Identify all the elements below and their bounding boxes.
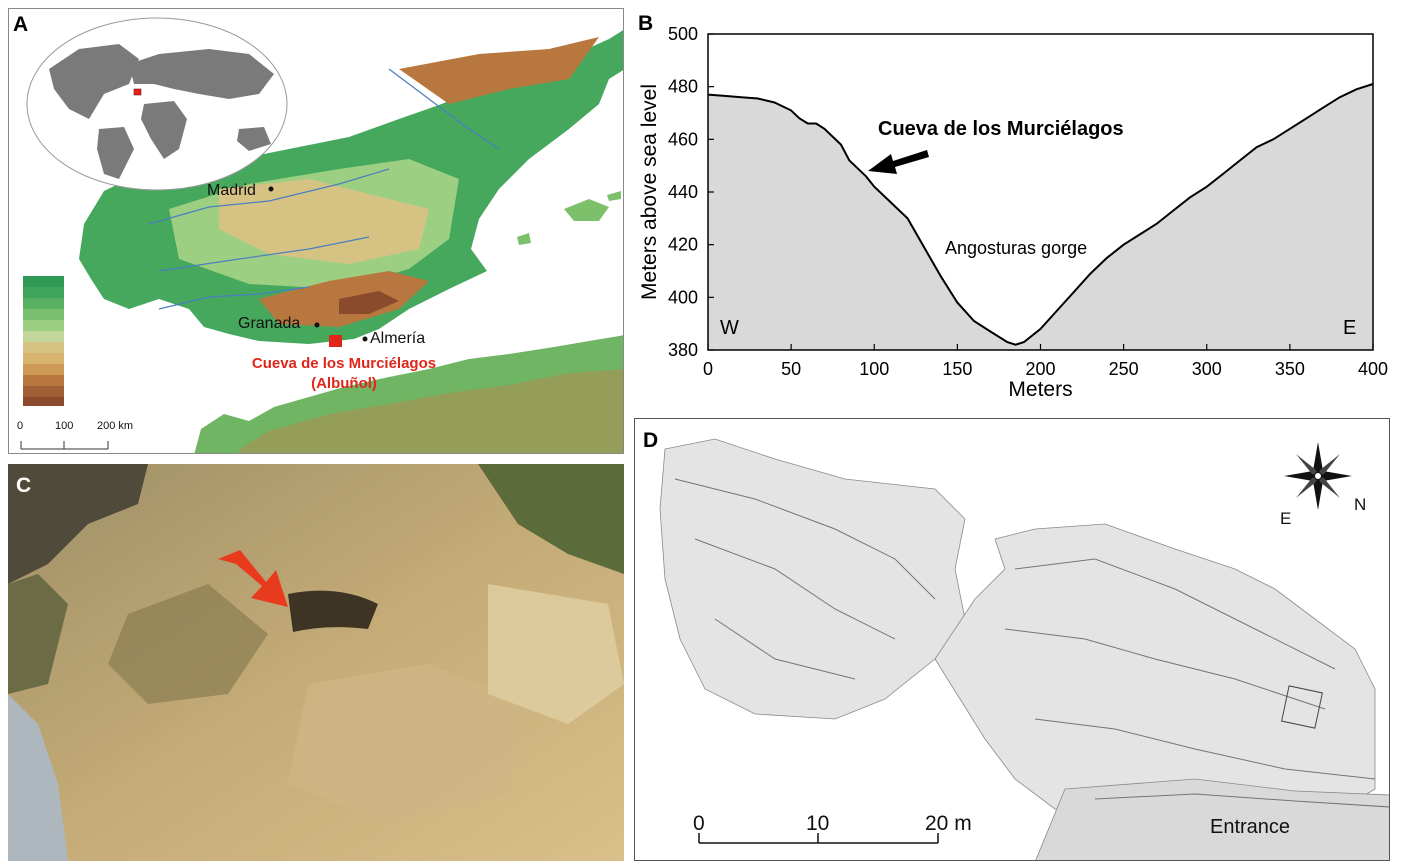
site-label-line1: Cueva de los Murciélagos: [252, 355, 436, 372]
map-scale-label-200: 200 km: [97, 420, 133, 432]
east-direction-label: E: [1343, 317, 1356, 339]
panel-c-cliff-photo: C: [8, 464, 624, 861]
river-bed: [8, 694, 68, 861]
city-label-almeria: Almería: [370, 330, 425, 347]
panel-letter-b: B: [638, 12, 654, 35]
mallorca-island: [564, 199, 609, 221]
scan-contours: [674, 478, 1389, 808]
cave-scale-bar: [698, 833, 939, 844]
y-tick-label-400: 400: [668, 287, 698, 307]
x-tick-label-300: 300: [1192, 359, 1222, 379]
cave-scale-label-20m: 20 m: [925, 812, 972, 835]
distant-ridge: [8, 464, 148, 584]
river-guadiana: [158, 236, 370, 272]
river-tagus: [148, 168, 390, 225]
compass-rose: [1284, 442, 1352, 510]
bright-limestone-face: [488, 584, 624, 724]
madrid-dot: [268, 186, 274, 192]
map-scale-label-100: 100: [55, 420, 73, 432]
almeria-dot: [362, 336, 368, 342]
cliff-photograph: [8, 464, 624, 861]
menorca-island: [607, 191, 621, 201]
cave-scale-label-10: 10: [806, 812, 829, 835]
atlas-relief: [239, 369, 623, 453]
sierra-nevada-peak: [339, 291, 399, 314]
y-tick-label-420: 420: [668, 235, 698, 255]
australia-shape: [237, 127, 271, 151]
pyrenees-range: [399, 37, 599, 104]
panel-letter-c: C: [16, 474, 32, 497]
y-tick-label-460: 460: [668, 129, 698, 149]
compass-label-east: E: [1280, 509, 1291, 528]
map-scale-bar: 0 100 200 km: [17, 420, 133, 450]
y-tick-label-500: 500: [668, 24, 698, 44]
x-axis-label: Meters: [1008, 378, 1072, 401]
x-tick-label-100: 100: [859, 359, 889, 379]
y-tick-label-440: 440: [668, 182, 698, 202]
eurasia-shape: [129, 49, 274, 99]
x-tick-label-400: 400: [1358, 359, 1388, 379]
panel-letter-d: D: [643, 429, 659, 452]
gorge-annotation-label: Angosturas gorge: [945, 238, 1087, 258]
x-tick-label-350: 350: [1275, 359, 1305, 379]
y-tick-label-380: 380: [668, 340, 698, 360]
x-tick-label-50: 50: [781, 359, 801, 379]
panel-d-cave-scan: D E N: [634, 418, 1390, 861]
upper-right-vegetation: [478, 464, 624, 574]
cave-annotation-label: Cueva de los Murciélagos: [878, 118, 1124, 140]
panel-a-relief-map: A Madrid: [8, 8, 624, 454]
x-tick-label-150: 150: [942, 359, 972, 379]
river-guadalquivir: [158, 286, 310, 310]
cave-annotation-arrow: [868, 150, 929, 174]
river-ebro: [388, 68, 500, 150]
left-vegetated-slope: [8, 574, 68, 694]
y-tick-label-480: 480: [668, 77, 698, 97]
cave-3d-scan-plan: E N 0 10 20 m Entrance: [659, 438, 1389, 860]
x-tick-label-0: 0: [703, 359, 713, 379]
iberia-relief-map: Madrid Granada Almería Cueva de los Murc…: [17, 17, 623, 453]
world-globe-inset: [26, 17, 288, 191]
city-label-madrid: Madrid: [207, 182, 256, 199]
panel-letter-a: A: [13, 13, 29, 36]
south-america-shape: [97, 127, 134, 179]
granada-dot: [314, 322, 320, 328]
entrance-passage: [1035, 778, 1389, 860]
x-tick-label-200: 200: [1025, 359, 1055, 379]
panel-b-elevation-profile: B 0 50 100 150 200 250 300 350 400 380 400 420 440 46…: [630, 8, 1401, 410]
site-marker: [329, 335, 342, 347]
excavation-square: [1281, 685, 1323, 729]
profile-area-fill: [708, 84, 1373, 350]
profile-line: [707, 83, 1374, 346]
west-direction-label: W: [720, 317, 739, 339]
west-chamber: [659, 438, 966, 720]
africa-shape: [141, 101, 187, 159]
x-tick-label-250: 250: [1109, 359, 1139, 379]
cave-chambers: [659, 438, 1389, 860]
elevation-legend: [23, 276, 64, 406]
y-axis-label: Meters above sea level: [638, 84, 661, 300]
entrance-label: Entrance: [1210, 816, 1290, 838]
lower-cliff-rock: [288, 664, 528, 824]
ibiza-island: [517, 233, 531, 245]
map-scale-label-0: 0: [17, 420, 23, 432]
mid-cliff-rock: [108, 584, 268, 704]
compass-label-north: N: [1354, 495, 1366, 514]
cave-entrance-shadow: [288, 590, 378, 632]
globe-site-marker: [133, 88, 142, 96]
site-label-line2: (Albuñol): [311, 375, 377, 392]
north-america-shape: [49, 44, 139, 119]
city-label-granada: Granada: [238, 315, 300, 332]
cave-scale-label-0: 0: [693, 812, 705, 835]
elevation-profile-chart: 0 50 100 150 200 250 300 350 400 380 400 420 440 460 4…: [638, 24, 1388, 401]
cave-pointer-arrow: [218, 550, 288, 607]
